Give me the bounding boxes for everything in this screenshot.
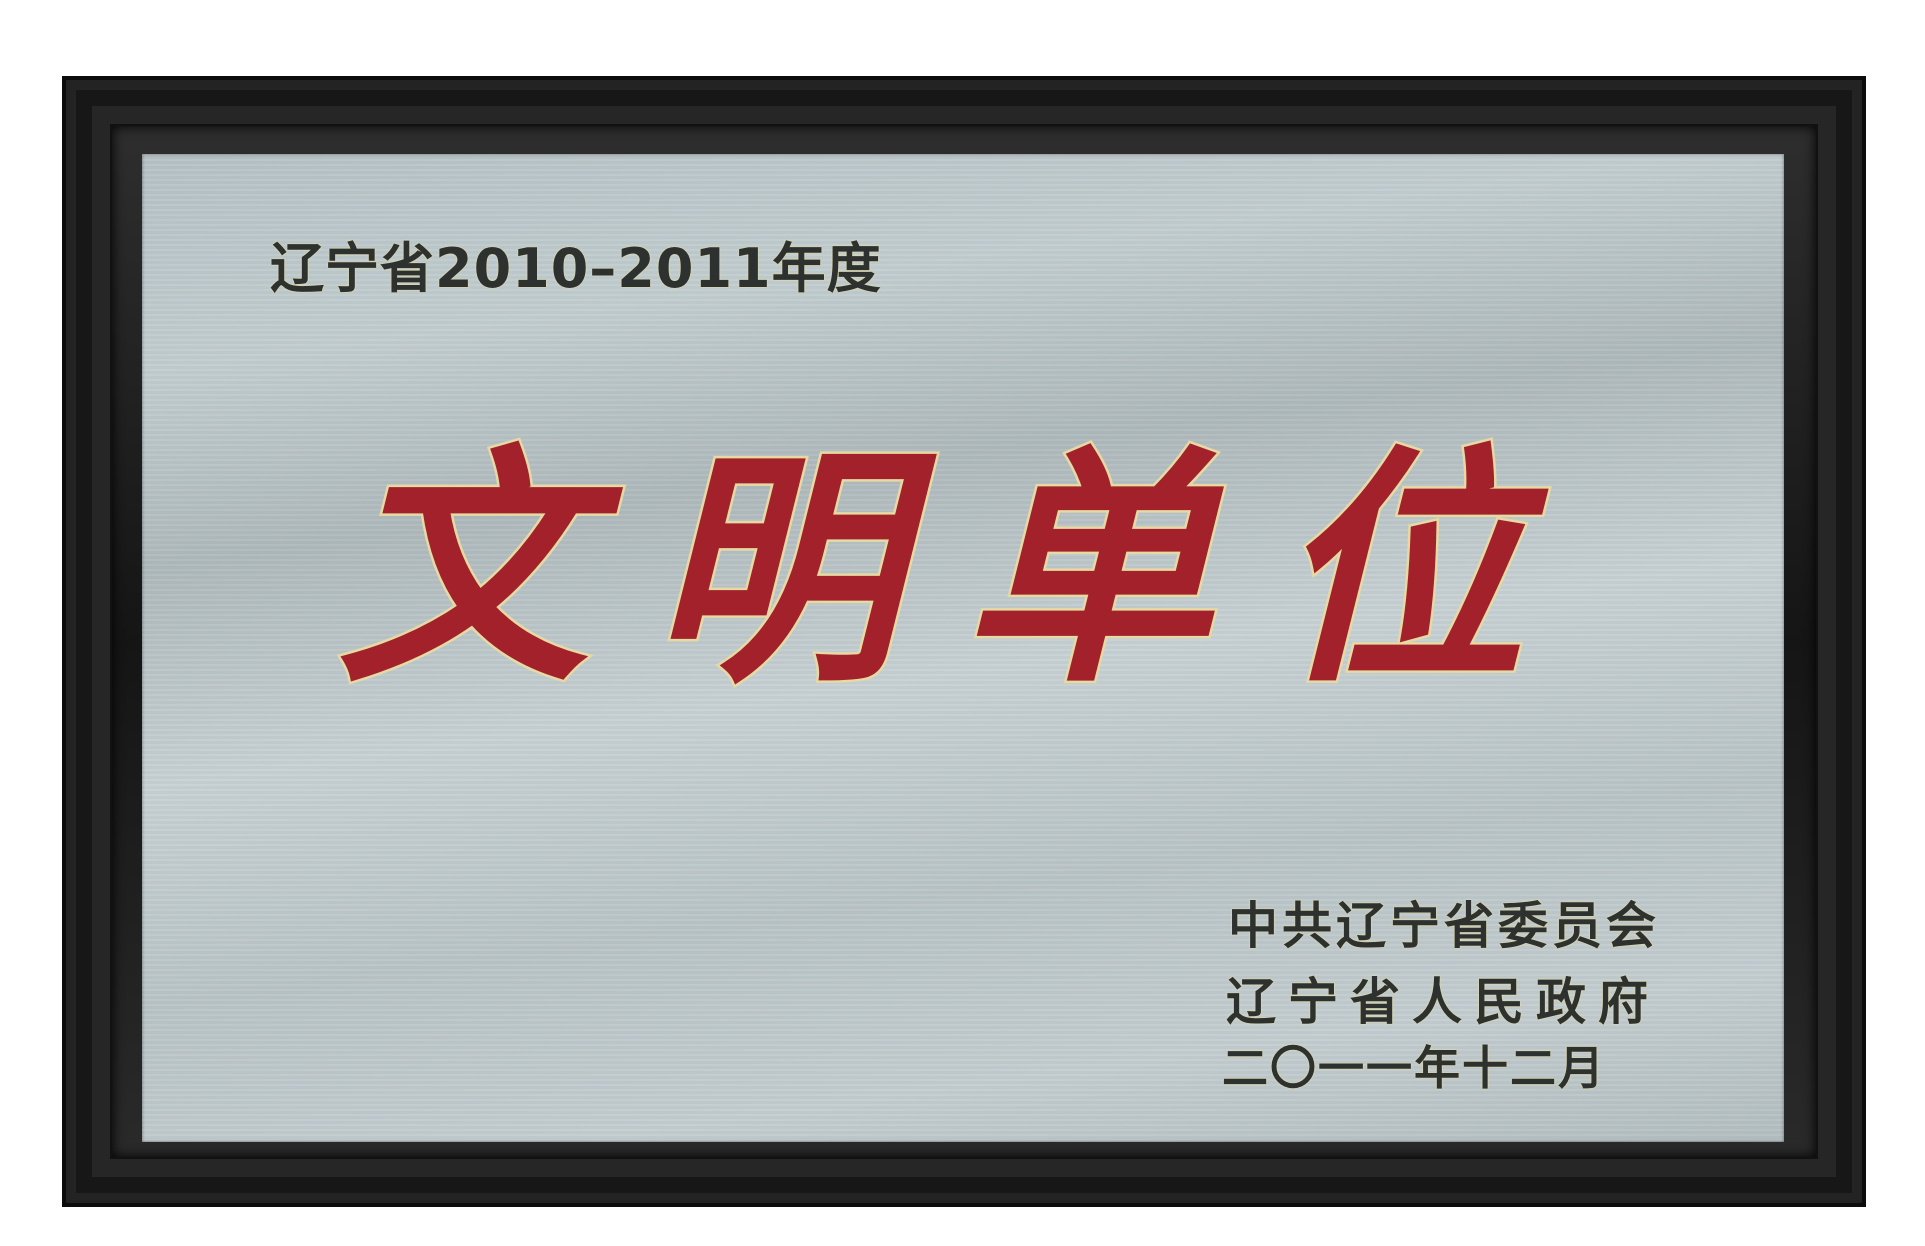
issuer-party: 中共辽宁省委员会 [1228, 897, 1660, 955]
year-line: 辽宁省2010–2011年度 [270, 237, 882, 300]
issuer-government: 辽宁省人民政府 [1226, 973, 1660, 1031]
metal-sheen [142, 154, 1784, 1142]
plaque-plate: 辽宁省2010–2011年度 文明单位 中共辽宁省委员会 辽宁省人民政府 二〇一… [142, 154, 1784, 1142]
award-title: 文明单位 [336, 420, 1586, 719]
issue-date: 二〇一一年十二月 [1222, 1041, 1606, 1095]
